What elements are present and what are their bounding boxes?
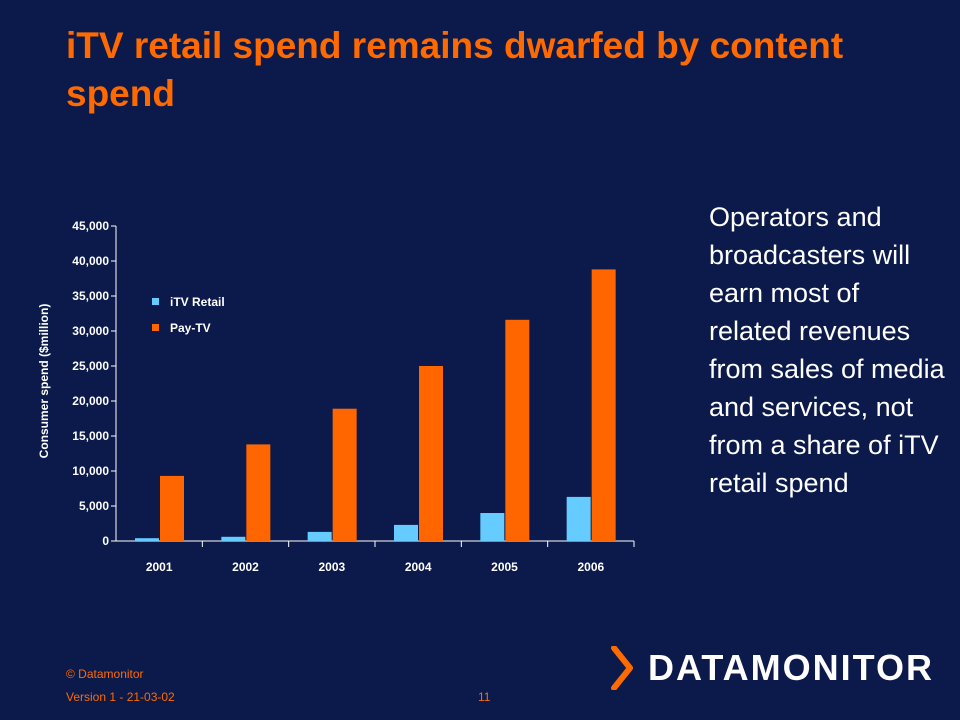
bar-pay-tv (591, 269, 616, 541)
bar-itv-retail (566, 496, 591, 541)
y-tick-label: 20,000 (72, 394, 109, 408)
bar-itv-retail (480, 513, 505, 541)
side-commentary: Operators and broadcasters will earn mos… (709, 202, 945, 498)
x-tick-label: 2001 (146, 560, 173, 574)
x-tick-label: 2003 (318, 560, 345, 574)
x-tick-label: 2005 (491, 560, 518, 574)
y-tick-label: 0 (102, 534, 109, 548)
bar-pay-tv (160, 475, 184, 541)
y-axis-label: Consumer spend ($million) (37, 304, 51, 459)
y-tick-label: 30,000 (72, 324, 109, 338)
x-tick-label: 2006 (577, 560, 604, 574)
bar-itv-retail (307, 531, 332, 541)
y-tick-label: 25,000 (72, 359, 109, 373)
page-number: 11 (478, 690, 491, 704)
y-tick-label: 40,000 (72, 254, 109, 268)
chevron-logo-icon (611, 646, 633, 690)
bar-pay-tv (419, 366, 443, 541)
legend-swatch (152, 324, 159, 331)
footer-copyright: © Datamonitor (66, 667, 144, 681)
bar-itv-retail (135, 538, 159, 541)
footer-version: Version 1 - 21-03-02 (66, 690, 175, 704)
bar-itv-retail (394, 524, 418, 541)
legend-label: iTV Retail (170, 295, 225, 309)
bar-pay-tv (332, 408, 357, 541)
y-tick-label: 35,000 (72, 289, 109, 303)
y-tick-label: 45,000 (72, 219, 109, 233)
legend-swatch (152, 298, 159, 305)
datamonitor-logo: DATAMONITOR (610, 645, 934, 691)
y-tick-label: 5,000 (79, 499, 109, 513)
x-tick-label: 2004 (405, 560, 432, 574)
y-tick-label: 15,000 (72, 429, 109, 443)
bar-pay-tv (246, 444, 271, 541)
bar-pay-tv (505, 319, 530, 541)
logo-wordmark: DATAMONITOR (648, 647, 934, 688)
x-tick-label: 2002 (232, 560, 259, 574)
y-tick-label: 10,000 (72, 464, 109, 478)
legend-label: Pay-TV (170, 321, 211, 335)
slide-title: iTV retail spend remains dwarfed by cont… (66, 25, 844, 114)
bar-itv-retail (221, 536, 246, 541)
